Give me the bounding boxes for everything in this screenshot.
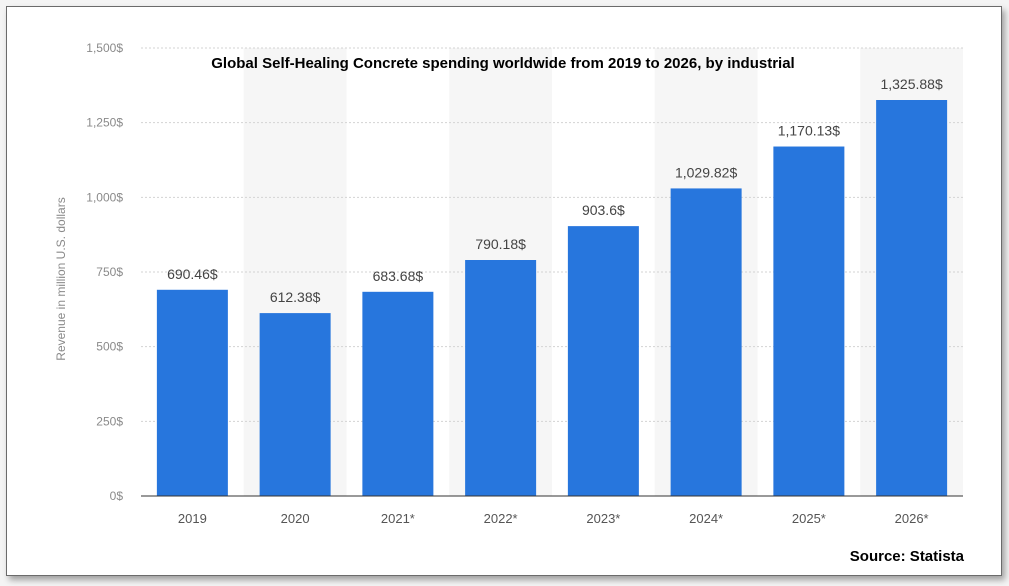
bar[interactable] — [670, 188, 742, 496]
x-tick-label: 2026* — [895, 511, 929, 526]
x-tick-label: 2023* — [586, 511, 620, 526]
bar[interactable] — [156, 289, 228, 496]
data-labels: 690.46$ 612.38$ 683.68$ 790.18$ 903.6$ 1,029.… — [167, 76, 943, 305]
x-tick-label: 2021* — [381, 511, 415, 526]
y-tick-label: 1,000$ — [86, 190, 123, 204]
bars — [156, 100, 948, 496]
data-label: 690.46$ — [167, 266, 218, 282]
x-tick-label: 2020 — [281, 511, 310, 526]
bar-chart: 0$ 250$ 500$ 750$ 1,000$ 1,250$ 1,500$ 690.46$… — [54, 41, 965, 565]
data-label: 612.38$ — [270, 289, 321, 305]
data-label: 903.6$ — [582, 202, 625, 218]
x-axis-ticks: 2019 2020 2021* 2022* 2023* 2024* 2025* 2026* — [178, 511, 929, 526]
bar[interactable] — [876, 100, 948, 496]
x-tick-label: 2022* — [484, 511, 518, 526]
x-tick-label: 2025* — [792, 511, 826, 526]
source-note: Source: Statista — [850, 548, 965, 565]
y-tick-label: 1,250$ — [86, 116, 123, 130]
bar[interactable] — [567, 226, 639, 496]
chart-frame: 0$ 250$ 500$ 750$ 1,000$ 1,250$ 1,500$ 690.46$… — [6, 6, 1002, 576]
bar[interactable] — [259, 313, 331, 496]
data-label: 1,170.13$ — [778, 123, 840, 139]
y-axis-ticks: 0$ 250$ 500$ 750$ 1,000$ 1,250$ 1,500$ — [86, 41, 123, 503]
x-tick-label: 2019 — [178, 511, 207, 526]
y-tick-label: 1,500$ — [86, 41, 123, 55]
x-tick-label: 2024* — [689, 511, 723, 526]
y-tick-label: 250$ — [96, 414, 123, 428]
y-tick-label: 750$ — [96, 265, 123, 279]
data-label: 1,029.82$ — [675, 164, 737, 180]
y-axis-title: Revenue in million U.S. dollars — [54, 197, 68, 360]
y-tick-label: 0$ — [110, 489, 124, 503]
y-tick-label: 500$ — [96, 340, 123, 354]
bar[interactable] — [773, 146, 845, 496]
bar[interactable] — [362, 291, 434, 496]
data-label: 683.68$ — [373, 268, 424, 284]
data-label: 790.18$ — [475, 236, 526, 252]
chart-title: Global Self-Healing Concrete spending wo… — [211, 55, 794, 72]
data-label: 1,325.88$ — [880, 76, 942, 92]
bar[interactable] — [465, 259, 537, 496]
